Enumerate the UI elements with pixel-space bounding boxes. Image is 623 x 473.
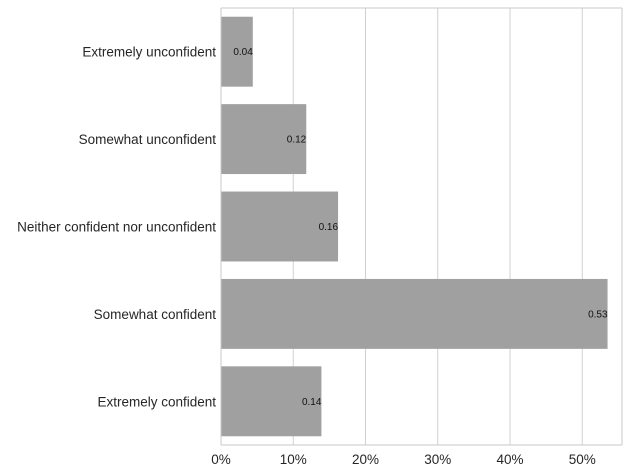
bar [221,366,322,437]
x-tick-label: 0% [211,452,231,467]
category-label: Somewhat unconfident [79,132,217,147]
bar [221,104,307,175]
bar [221,278,608,349]
data-label: 0.04 [233,47,253,58]
category-label: Somewhat confident [94,307,217,322]
data-label: 0.12 [287,135,307,146]
bar [221,16,253,87]
x-tick-label: 40% [496,452,523,467]
x-tick-label: 10% [280,452,307,467]
x-tick-label: 50% [569,452,596,467]
bars [221,16,608,437]
category-label: Extremely unconfident [82,45,216,60]
bar [221,191,339,262]
labels: 0.04 Extremely unconfident 0.12 Somewhat un… [17,45,608,467]
data-label: 0.14 [302,397,322,408]
data-label: 0.16 [319,222,339,233]
category-label: Neither confident nor unconfident [17,220,216,235]
x-tick-label: 30% [424,452,451,467]
category-label: Extremely confident [97,394,216,409]
data-label: 0.53 [588,309,608,320]
axes [220,7,623,446]
x-tick-label: 20% [352,452,379,467]
